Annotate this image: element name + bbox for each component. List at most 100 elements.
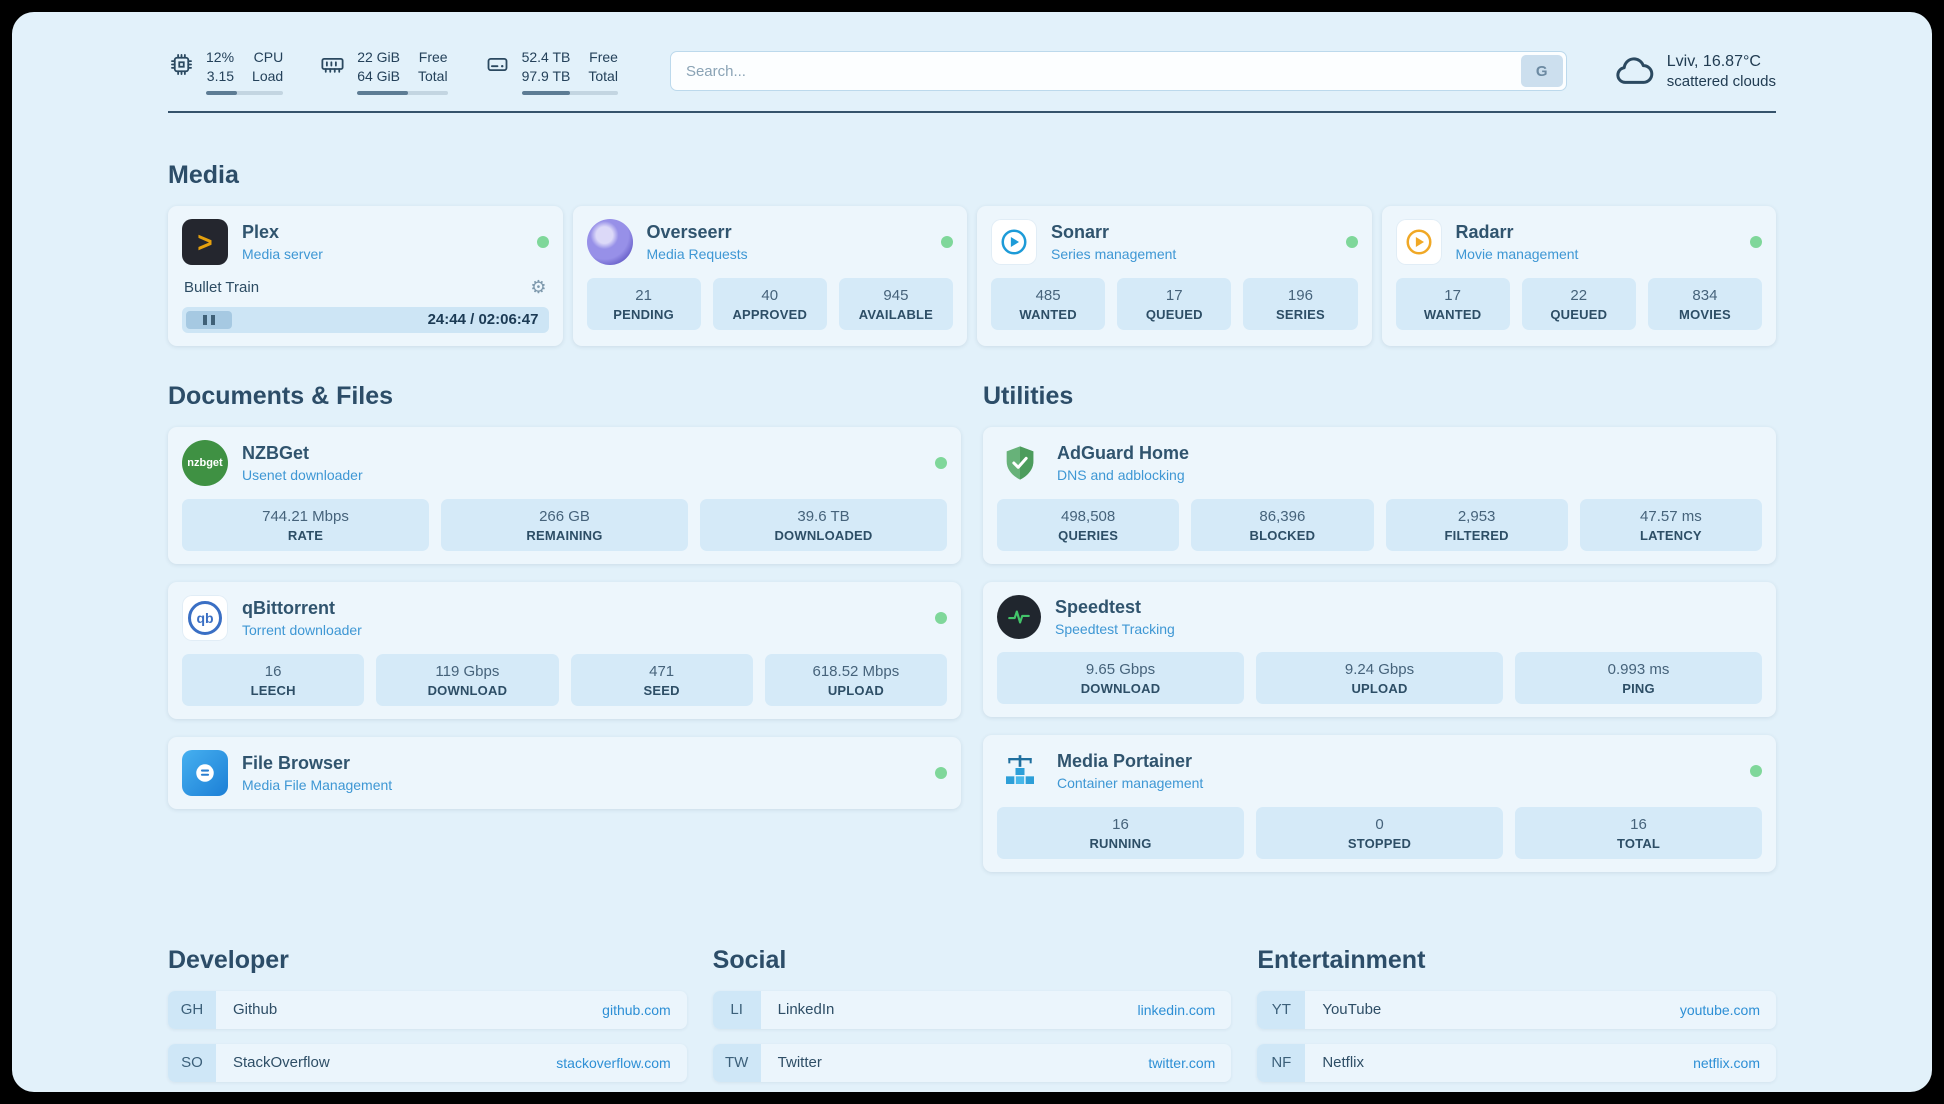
radarr-card[interactable]: Radarr Movie management 17 WANTED 22 QUE… [1381, 205, 1776, 346]
pause-icon[interactable] [186, 310, 232, 329]
bookmark-abbr: YT [1257, 990, 1306, 1029]
gear-icon[interactable]: ⚙ [530, 276, 547, 297]
status-dot [1345, 235, 1358, 248]
bookmark-url[interactable]: netflix.com [1693, 1054, 1760, 1071]
radarr-stat-movies: 834 MOVIES [1647, 277, 1763, 330]
now-playing-title: Bullet Train [184, 278, 260, 296]
qbittorrent-icon: qb [182, 594, 228, 641]
search-input[interactable] [673, 62, 1521, 80]
stat-value: 485 [1035, 286, 1061, 304]
bookmark-abbr: SO [168, 1043, 216, 1082]
bookmark-name: YouTube [1322, 1001, 1382, 1019]
stat-value: 22 [1570, 286, 1588, 304]
speedtest-subtitle: Speedtest Tracking [1055, 620, 1175, 637]
adguard-card[interactable]: AdGuard Home DNS and adblocking 498,508 … [983, 426, 1776, 564]
overseerr-icon [586, 218, 633, 265]
bookmark-twitter[interactable]: TW Twitter twitter.com [712, 1043, 1232, 1082]
plex-subtitle: Media server [242, 245, 323, 262]
stat-label: PENDING [613, 306, 674, 322]
topbar: 12% 3.15 CPU Load 22 GiB [168, 48, 1776, 95]
overseerr-stat-pending: 21 PENDING [586, 277, 701, 330]
plex-card[interactable]: > Plex Media server Bullet Train ⚙ 24:44… [168, 205, 563, 346]
bookmark-github[interactable]: GH Github github.com [168, 990, 687, 1029]
status-dot [935, 611, 947, 624]
bookmark-netflix[interactable]: NF Netflix netflix.com [1257, 1043, 1776, 1082]
qbittorrent-card[interactable]: qb qBittorrent Torrent downloader 16 LEE… [168, 581, 961, 719]
stat-value: 16 [264, 662, 282, 680]
stat-value: 9.65 Gbps [1085, 660, 1156, 678]
speedtest-stat-upload: 9.24 Gbps UPLOAD [1256, 651, 1503, 704]
stat-value: 266 GB [539, 507, 590, 525]
disk-progress-bar [521, 90, 618, 95]
cpu-load-value: 3.15 [206, 67, 235, 84]
bookmark-abbr: GH [168, 990, 216, 1029]
stat-label: REMAINING [526, 527, 603, 543]
status-dot [941, 235, 953, 248]
sonarr-title: Sonarr [1051, 221, 1110, 242]
plex-progress-bar[interactable]: 24:44 / 02:06:47 [182, 306, 549, 333]
stat-label: RATE [287, 527, 324, 543]
status-dot [1750, 764, 1762, 777]
bookmark-linkedin[interactable]: LI LinkedIn linkedin.com [712, 990, 1232, 1029]
nzbget-stat-rate: 744.21 Mbps RATE [182, 498, 429, 551]
memory-free-label: Free [418, 49, 448, 65]
overseerr-card[interactable]: Overseerr Media Requests 21 PENDING 40 A… [572, 205, 967, 346]
nzbget-icon: nzbget [182, 439, 228, 486]
stat-label: QUERIES [1058, 527, 1119, 543]
portainer-stat-running: 16 RUNNING [997, 806, 1244, 859]
nzbget-card[interactable]: nzbget NZBGet Usenet downloader 744.21 M… [168, 426, 961, 564]
section-title-utilities: Utilities [983, 381, 1074, 410]
stat-label: MOVIES [1679, 306, 1731, 322]
stat-value: 945 [883, 286, 909, 304]
sonarr-card[interactable]: Sonarr Series management 485 WANTED 17 Q… [977, 205, 1372, 346]
filebrowser-card[interactable]: File Browser Media File Management [168, 736, 961, 809]
qbittorrent-stat-seed: 471 SEED [570, 653, 753, 706]
bookmark-url[interactable]: youtube.com [1679, 1001, 1760, 1018]
search-provider-button[interactable]: G [1520, 55, 1563, 88]
bookmark-name: LinkedIn [777, 1001, 835, 1019]
disk-icon [487, 57, 507, 72]
adguard-title: AdGuard Home [1057, 442, 1190, 463]
stat-label: LATENCY [1639, 527, 1702, 543]
stat-value: 17 [1444, 286, 1461, 304]
stat-label: UPLOAD [827, 682, 884, 698]
bookmark-url[interactable]: linkedin.com [1137, 1001, 1216, 1018]
stat-value: 47.57 ms [1640, 507, 1702, 525]
memory-total: 64 GiB [357, 67, 400, 84]
social-column: Social LI LinkedIn linkedin.com TW Twitt… [712, 946, 1232, 1092]
memory-free: 22 GiB [357, 49, 400, 65]
disk-total-label: Total [588, 67, 618, 84]
stat-label: WANTED [1019, 306, 1077, 322]
stat-value: 618.52 Mbps [812, 662, 900, 680]
portainer-card[interactable]: Media Portainer Container management 16 … [983, 734, 1776, 872]
speedtest-title: Speedtest [1055, 596, 1142, 617]
bookmark-url[interactable]: stackoverflow.com [556, 1054, 671, 1071]
stat-value: 0 [1375, 815, 1384, 833]
section-title-media: Media [168, 160, 239, 189]
overseerr-stat-available: 945 AVAILABLE [838, 277, 954, 330]
memory-icon [321, 57, 344, 73]
developer-column: Developer GH Github github.com SO StackO… [168, 946, 687, 1092]
bookmark-url[interactable]: github.com [602, 1001, 671, 1018]
bookmark-url[interactable]: twitter.com [1148, 1054, 1216, 1071]
memory-widget: 22 GiB 64 GiB Free Total [319, 48, 448, 95]
speedtest-card[interactable]: Speedtest Speedtest Tracking 9.65 Gbps D… [983, 581, 1776, 717]
sonarr-subtitle: Series management [1051, 245, 1177, 262]
stat-value: 0.993 ms [1607, 660, 1670, 678]
stat-label: LEECH [250, 682, 296, 698]
qbittorrent-stat-upload: 618.52 Mbps UPLOAD [764, 653, 947, 706]
stat-value: 17 [1165, 286, 1183, 304]
stat-value: 9.24 Gbps [1344, 660, 1415, 678]
nzbget-title: NZBGet [242, 442, 309, 463]
speedtest-stat-ping: 0.993 ms PING [1515, 651, 1762, 704]
search-bar[interactable]: G [669, 51, 1567, 92]
status-dot [935, 456, 947, 469]
overseerr-title: Overseerr [646, 221, 732, 242]
bookmark-youtube[interactable]: YT YouTube youtube.com [1257, 990, 1776, 1029]
topbar-divider [168, 110, 1776, 113]
bookmark-stackoverflow[interactable]: SO StackOverflow stackoverflow.com [168, 1043, 687, 1082]
stat-label: APPROVED [732, 306, 808, 322]
stat-value: 834 [1692, 286, 1718, 304]
plex-chevron-icon: > [197, 225, 213, 259]
